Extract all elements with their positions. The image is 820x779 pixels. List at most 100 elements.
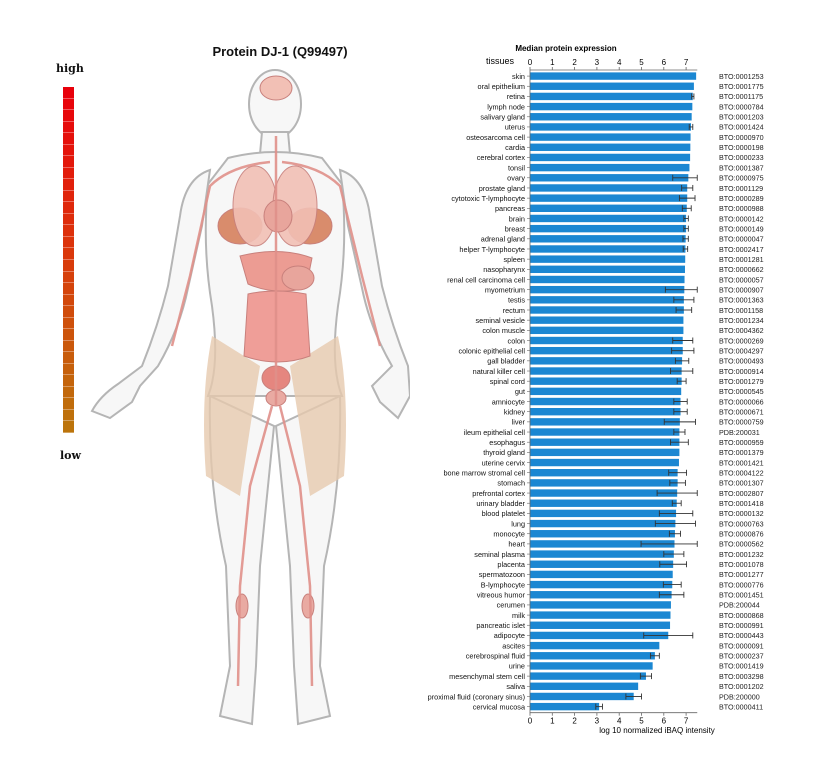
adipose-region-right bbox=[290, 336, 346, 496]
category-label: rectum bbox=[503, 306, 525, 315]
bar bbox=[530, 367, 682, 375]
category-label: brain bbox=[509, 214, 525, 223]
category-label: salivary gland bbox=[480, 113, 525, 122]
scale-swatch bbox=[63, 421, 74, 433]
category-label: uterus bbox=[505, 123, 526, 132]
bar bbox=[530, 82, 694, 90]
ontology-id-label: BTO:0000233 bbox=[719, 153, 764, 162]
bar bbox=[530, 163, 690, 172]
ontology-id-label: BTO:0001203 bbox=[719, 113, 764, 122]
scale-swatch bbox=[63, 225, 74, 237]
bar bbox=[530, 296, 684, 304]
x-tick-label: 0 bbox=[528, 58, 533, 67]
ontology-id-label: BTO:0002807 bbox=[719, 489, 764, 498]
scale-swatch bbox=[63, 236, 74, 249]
ontology-id-label: BTO:0000988 bbox=[719, 204, 764, 213]
ontology-id-label: BTO:0001175 bbox=[719, 92, 763, 101]
bar bbox=[530, 580, 673, 589]
ontology-id-label: BTO:0000662 bbox=[719, 265, 764, 274]
x-tick-label: 4 bbox=[617, 717, 622, 726]
category-label: monocyte bbox=[493, 530, 525, 539]
bar bbox=[530, 702, 600, 711]
ontology-id-label: BTO:0000269 bbox=[719, 336, 764, 345]
category-label: prefrontal cortex bbox=[472, 489, 525, 498]
bar bbox=[530, 214, 687, 223]
category-label: milk bbox=[512, 611, 525, 620]
category-label: ovary bbox=[507, 174, 525, 183]
category-label: skin bbox=[512, 72, 525, 81]
category-label: nasopharynx bbox=[483, 265, 525, 274]
bar bbox=[530, 550, 674, 558]
bar bbox=[530, 672, 646, 680]
category-label: cytotoxic T-lymphocyte bbox=[451, 194, 525, 203]
y-axis-title: tissues bbox=[486, 56, 515, 66]
ontology-id-label: BTO:0000907 bbox=[719, 285, 764, 294]
scale-swatch bbox=[63, 375, 74, 387]
bar bbox=[530, 611, 671, 619]
bar bbox=[530, 346, 683, 355]
ontology-id-label: BTO:0001253 bbox=[719, 72, 764, 81]
anatomical-body-diagram bbox=[90, 69, 410, 726]
category-label: osteosarcoma cell bbox=[466, 133, 525, 142]
bar bbox=[530, 519, 676, 528]
scale-swatch bbox=[63, 352, 74, 364]
ontology-id-label: BTO:0001421 bbox=[719, 458, 764, 467]
category-label: cardia bbox=[505, 143, 526, 152]
scale-swatch bbox=[63, 248, 74, 260]
category-label: stomach bbox=[497, 479, 525, 488]
bar bbox=[530, 377, 682, 385]
bar bbox=[530, 336, 683, 345]
bar bbox=[530, 255, 686, 263]
category-label: ileum epithelial cell bbox=[464, 428, 526, 437]
category-label: spermatozoon bbox=[479, 570, 525, 579]
bar bbox=[530, 92, 693, 101]
scale-swatch bbox=[63, 121, 74, 134]
scale-swatch bbox=[63, 317, 74, 330]
bar bbox=[530, 621, 671, 629]
bar bbox=[530, 204, 687, 212]
chart-top-title: Median protein expression bbox=[515, 44, 616, 53]
scale-swatch bbox=[63, 398, 74, 410]
category-label: blood platelet bbox=[482, 509, 525, 518]
bar bbox=[530, 509, 677, 518]
category-label: seminal plasma bbox=[474, 550, 526, 559]
bar bbox=[530, 306, 684, 314]
bar bbox=[530, 275, 685, 284]
ontology-id-label: BTO:0000562 bbox=[719, 540, 764, 549]
ontology-id-label: BTO:0000057 bbox=[719, 275, 764, 284]
category-label: B-lymphocyte bbox=[481, 580, 525, 589]
x-tick-label: 5 bbox=[639, 58, 644, 67]
category-label: cerebrospinal fluid bbox=[466, 652, 525, 661]
bar bbox=[530, 560, 674, 568]
category-label: testis bbox=[508, 296, 525, 305]
scale-swatch bbox=[63, 190, 74, 203]
bar bbox=[530, 540, 675, 548]
ontology-id-label: BTO:0003298 bbox=[719, 672, 764, 681]
bar bbox=[530, 316, 684, 324]
ontology-id-label: PDB:200044 bbox=[719, 601, 760, 610]
ontology-id-label: BTO:0000975 bbox=[719, 174, 764, 183]
ontology-id-label: BTO:0000545 bbox=[719, 387, 764, 396]
ontology-id-label: BTO:0000959 bbox=[719, 438, 764, 447]
category-label: helper T-lymphocyte bbox=[459, 245, 525, 254]
ontology-id-label: PDB:200000 bbox=[719, 692, 760, 701]
bar bbox=[530, 407, 681, 416]
bar bbox=[530, 438, 680, 446]
bar bbox=[530, 692, 634, 701]
x-axis-title: log 10 normalized iBAQ intensity bbox=[599, 726, 715, 735]
ontology-id-label: BTO:0000970 bbox=[719, 133, 764, 142]
x-tick-label: 5 bbox=[639, 717, 644, 726]
bar bbox=[530, 143, 691, 151]
bar bbox=[530, 123, 692, 131]
bar bbox=[530, 682, 639, 690]
scale-swatch bbox=[63, 98, 74, 111]
ontology-id-label: BTO:0001424 bbox=[719, 123, 764, 132]
x-tick-label: 6 bbox=[662, 717, 667, 726]
ontology-id-label: PDB:200031 bbox=[719, 428, 760, 437]
ontology-id-label: BTO:0000914 bbox=[719, 367, 764, 376]
bar bbox=[530, 133, 691, 141]
ontology-id-label: BTO:0001078 bbox=[719, 560, 764, 569]
category-label: ascites bbox=[502, 641, 525, 650]
x-tick-label: 7 bbox=[684, 58, 689, 67]
